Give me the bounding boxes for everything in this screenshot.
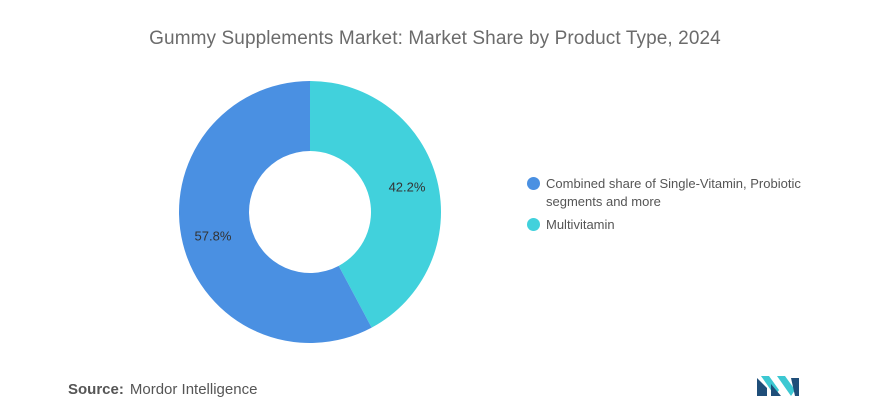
source-label: Source: [68,381,124,398]
donut-slice-combined[interactable] [179,81,372,343]
legend-item-combined[interactable]: Combined share of Single-Vitamin, Probio… [527,175,807,211]
legend-swatch-multivitamin [527,218,540,231]
chart-title: Gummy Supplements Market: Market Share b… [149,28,721,49]
legend-swatch-combined [527,177,540,190]
legend-item-multivitamin[interactable]: Multivitamin [527,216,807,234]
slice-value-label: 57.8% [195,228,232,243]
chart-legend: Combined share of Single-Vitamin, Probio… [527,175,807,239]
slice-value-label: 42.2% [389,180,426,195]
donut-slice-multivitamin[interactable] [310,81,441,328]
legend-label-multivitamin: Multivitamin [546,217,615,232]
legend-label-combined: Combined share of Single-Vitamin, Probio… [546,176,801,209]
source-text: Mordor Intelligence [129,381,258,398]
source-note: Source: Mordor Intelligence [68,381,257,398]
mordor-intelligence-logo-icon [757,376,799,396]
